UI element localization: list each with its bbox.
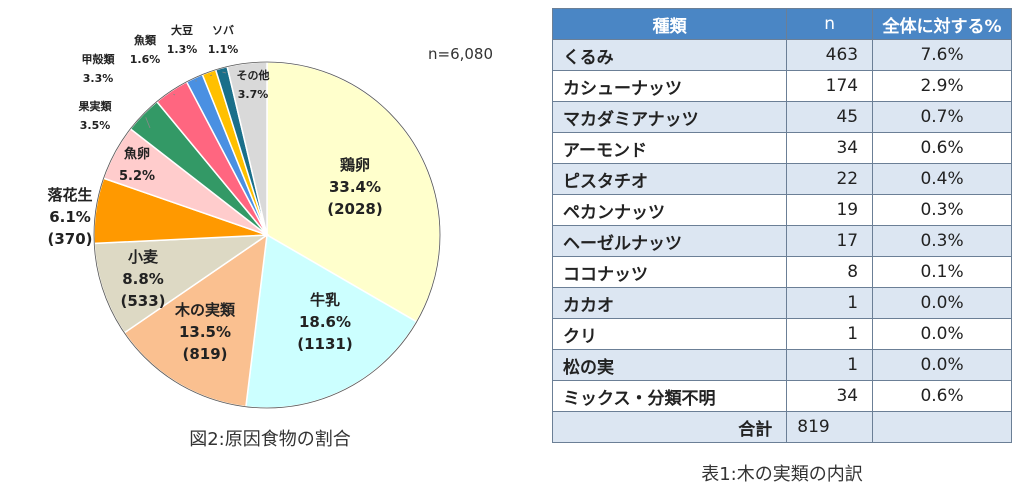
row-kind: くるみ	[551, 39, 788, 71]
row-percent: 0.0%	[872, 287, 1012, 319]
row-percent: 0.4%	[872, 163, 1012, 195]
table-row: ペカンナッツ 19 0.3%	[551, 194, 1012, 226]
slice-count-label: (1131)	[297, 335, 352, 353]
row-kind: カカオ	[551, 287, 788, 319]
row-n: 1	[786, 349, 874, 381]
slice-name-label: 甲殻類	[82, 52, 116, 66]
row-kind: クリ	[551, 318, 788, 350]
slice-name-label: 果実類	[78, 99, 113, 113]
row-percent: 0.0%	[872, 349, 1012, 381]
row-percent: 0.1%	[872, 256, 1012, 288]
row-n: 17	[786, 225, 874, 257]
slice-percent-label: 18.6%	[299, 313, 351, 331]
figure-caption: 図2:原因食物の割合	[189, 429, 351, 450]
total-label: 合計	[551, 411, 788, 443]
row-percent: 0.0%	[872, 318, 1012, 350]
row-percent: 0.7%	[872, 101, 1012, 133]
header-n: n	[786, 8, 874, 40]
slice-percent-label: 33.4%	[329, 178, 381, 196]
slice-name-label: 魚類	[134, 33, 157, 47]
slice-name-label: 鶏卵	[340, 156, 370, 174]
slice-count-label: (533)	[120, 292, 165, 310]
row-n: 1	[786, 287, 874, 319]
table-row: カカオ 1 0.0%	[551, 287, 1012, 319]
row-n: 463	[786, 39, 874, 71]
slice-name-label: ソバ	[212, 24, 234, 37]
row-n: 45	[786, 101, 874, 133]
slice-name-label: 落花生	[47, 186, 92, 204]
row-n: 34	[786, 132, 874, 164]
table-row: 松の実 1 0.0%	[551, 349, 1012, 381]
slice-count-label: (370)	[47, 230, 92, 248]
table-row: アーモンド 34 0.6%	[551, 132, 1012, 164]
pie-chart-panel: 鶏卵 33.4% (2028) 牛乳 18.6% (1131) 木の実類 13.5% (819)…	[47, 23, 494, 450]
sample-size-note: n=6,080	[428, 45, 494, 63]
tree-nut-table-panel: 種類 n 全体に対する% くるみ 463 7.6% カシューナッツ 174 2.9% マカダ…	[551, 8, 1012, 443]
row-kind: アーモンド	[551, 132, 788, 164]
slice-name-label: 木の実類	[174, 301, 236, 319]
slice-count-label: (2028)	[327, 200, 382, 218]
slice-name-label: 大豆	[171, 23, 193, 37]
table-row: ミックス・分類不明 34 0.6%	[551, 380, 1012, 412]
slice-name-label: その他	[237, 68, 270, 82]
row-kind: ミックス・分類不明	[551, 380, 788, 412]
table-row: クリ 1 0.0%	[551, 318, 1012, 350]
slice-name-label: 牛乳	[310, 291, 340, 309]
pie-chart: 鶏卵 33.4% (2028) 牛乳 18.6% (1131) 木の実類 13.5% (819)…	[47, 23, 441, 409]
pie-outline	[93, 61, 441, 409]
row-n: 174	[786, 70, 874, 102]
table-row: ピスタチオ 22 0.4%	[551, 163, 1012, 195]
table-total-row: 合計 819	[551, 411, 1012, 443]
slice-percent-label: 5.2%	[119, 169, 155, 184]
row-percent: 0.3%	[872, 225, 1012, 257]
total-percent-empty	[872, 411, 1012, 443]
row-kind: マカダミアナッツ	[551, 101, 788, 133]
slice-percent-label: 1.6%	[130, 53, 161, 66]
row-percent: 0.6%	[872, 380, 1012, 412]
table-row: ヘーゼルナッツ 17 0.3%	[551, 225, 1012, 257]
table-body: くるみ 463 7.6% カシューナッツ 174 2.9% マカダミアナッツ 45 0.7% アー…	[551, 39, 1012, 412]
table-row: くるみ 463 7.6%	[551, 39, 1012, 71]
slice-percent-label: 13.5%	[179, 323, 231, 341]
row-percent: 0.6%	[872, 132, 1012, 164]
row-percent: 2.9%	[872, 70, 1012, 102]
tree-nut-table: 種類 n 全体に対する% くるみ 463 7.6% カシューナッツ 174 2.9% マカダ…	[551, 8, 1012, 443]
row-kind: ヘーゼルナッツ	[551, 225, 788, 257]
row-n: 1	[786, 318, 874, 350]
leader-line	[222, 71, 227, 74]
slice-percent-label: 1.3%	[167, 43, 198, 56]
row-kind: 松の実	[551, 349, 788, 381]
header-kind: 種類	[551, 8, 788, 40]
row-n: 34	[786, 380, 874, 412]
leader-line	[145, 117, 151, 129]
slice-percent-label: 1.1%	[208, 43, 239, 56]
table-row: ココナッツ 8 0.1%	[551, 256, 1012, 288]
table-row: カシューナッツ 174 2.9%	[551, 70, 1012, 102]
slice-percent-label: 8.8%	[122, 270, 164, 288]
row-n: 19	[786, 194, 874, 226]
total-value: 819	[786, 411, 874, 443]
row-kind: ココナッツ	[551, 256, 788, 288]
slice-count-label: (819)	[182, 345, 227, 363]
leader-line	[210, 74, 213, 77]
slice-name-label: 魚卵	[124, 146, 150, 162]
slice-percent-label: 3.3%	[83, 72, 114, 85]
slice-percent-label: 3.7%	[238, 88, 269, 101]
row-percent: 0.3%	[872, 194, 1012, 226]
header-percent: 全体に対する%	[872, 8, 1012, 40]
slice-percent-label: 6.1%	[49, 208, 91, 226]
row-n: 8	[786, 256, 874, 288]
row-percent: 7.6%	[872, 39, 1012, 71]
row-n: 22	[786, 163, 874, 195]
table-row: マカダミアナッツ 45 0.7%	[551, 101, 1012, 133]
slice-name-label: 小麦	[128, 248, 159, 266]
row-kind: ペカンナッツ	[551, 194, 788, 226]
table-header-row: 種類 n 全体に対する%	[551, 8, 1012, 40]
row-kind: カシューナッツ	[551, 70, 788, 102]
slice-percent-label: 3.5%	[80, 119, 111, 132]
table-caption: 表1:木の実類の内訳	[701, 464, 863, 485]
row-kind: ピスタチオ	[551, 163, 788, 195]
leader-line	[173, 93, 176, 96]
